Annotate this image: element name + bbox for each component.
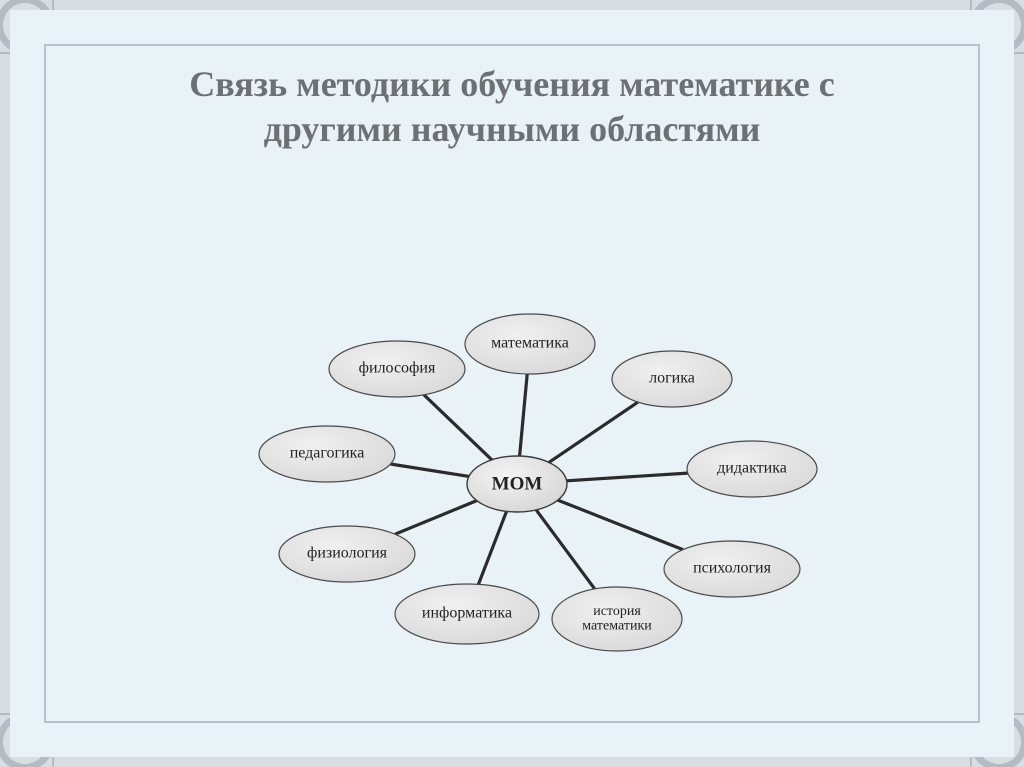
node-label: математика — [491, 335, 569, 352]
diagram-node-psychology: психология — [664, 541, 800, 597]
diagram-svg: математика логика дидактика психология истор… — [52, 284, 972, 684]
title-line-1: Связь методики обучения математике с — [189, 64, 835, 104]
node-label: логика — [649, 370, 695, 387]
node-label: история — [593, 604, 641, 619]
node-label: философия — [359, 360, 436, 377]
node-label: физиология — [307, 545, 388, 562]
spoke-edge — [567, 473, 688, 481]
diagram-node-philosophy: философия — [329, 341, 465, 397]
spoke-edge — [395, 501, 477, 535]
center-label: МОМ — [492, 473, 543, 494]
node-label: психология — [693, 560, 772, 577]
slide-title: Связь методики обучения математике с дру… — [44, 62, 980, 152]
frame-border: Связь методики обучения математике с дру… — [10, 10, 1014, 757]
slide-content: Связь методики обучения математике с дру… — [44, 44, 980, 723]
spoke-edge — [558, 500, 683, 549]
spoke-edge — [520, 374, 528, 456]
slide-frame: Связь методики обучения математике с дру… — [0, 0, 1024, 767]
spoke-edge — [549, 402, 638, 462]
title-line-2: другими научными областями — [264, 109, 761, 149]
node-label: информатика — [422, 605, 512, 622]
spoke-edge — [391, 464, 469, 476]
diagram-node-pedagogy: педагогика — [259, 426, 395, 482]
diagram-node-history: историяматематики — [552, 587, 682, 651]
node-label: педагогика — [290, 445, 365, 462]
spoke-edge — [478, 511, 506, 584]
diagram-node-didactics: дидактика — [687, 441, 817, 497]
diagram-node-mathematics: математика — [465, 314, 595, 374]
node-label: дидактика — [717, 460, 787, 477]
node-label: математики — [582, 619, 652, 634]
diagram-node-logic: логика — [612, 351, 732, 407]
diagram-center-node: МОМ — [467, 456, 567, 512]
diagram-node-physiology: физиология — [279, 526, 415, 582]
diagram-node-informatics: информатика — [395, 584, 539, 644]
spoke-diagram: математика логика дидактика психология истор… — [44, 284, 980, 704]
spoke-edge — [536, 510, 595, 589]
spoke-edge — [424, 395, 492, 460]
